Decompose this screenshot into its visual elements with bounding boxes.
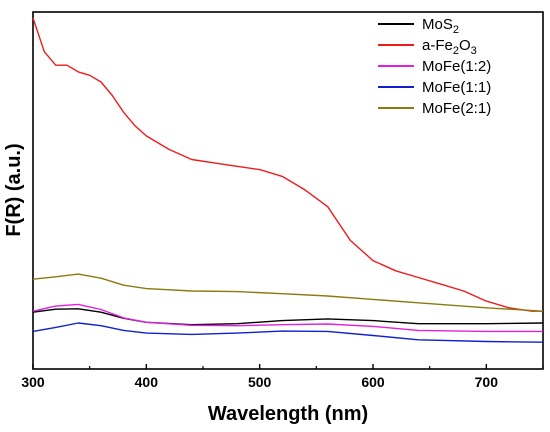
series-line-0 (32, 308, 544, 326)
series-line-3 (32, 322, 544, 343)
legend-label-3: MoFe(1:1) (422, 79, 491, 96)
legend-label-1: a-Fe2O3 (422, 37, 477, 57)
series-line-1 (32, 17, 543, 312)
x-tick-label-0: 300 (21, 374, 45, 390)
legend-label-0: MoS2 (422, 16, 459, 36)
x-tick-label-3: 600 (361, 374, 385, 390)
series-layer (32, 17, 544, 343)
x-tick-label-1: 400 (135, 374, 159, 390)
x-axis-title: Wavelength (nm) (208, 403, 368, 425)
legend-label-2: MoFe(1:2) (422, 58, 491, 75)
x-tick-label-2: 500 (248, 374, 272, 390)
series-line-4 (32, 273, 544, 312)
plot-frame (32, 11, 544, 370)
x-axis-ticks: 300 400 500 600 700 (21, 364, 544, 390)
y-axis-title: F(R) (a.u.) (3, 143, 25, 236)
legend-label-4: MoFe(2:1) (422, 100, 491, 117)
series-line-2 (32, 303, 543, 333)
x-tick-label-4: 700 (475, 374, 499, 390)
